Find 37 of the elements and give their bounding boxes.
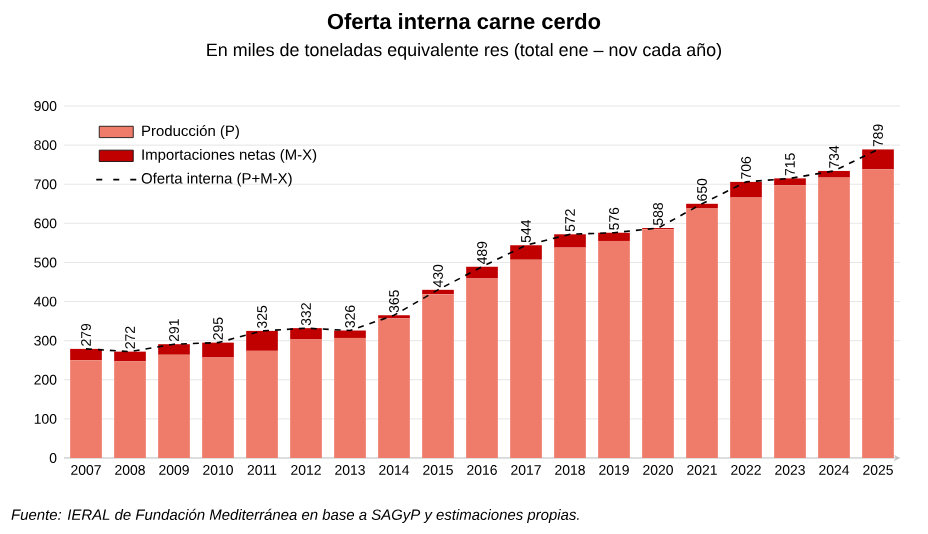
bar	[114, 361, 146, 458]
line-series	[85, 148, 879, 353]
bar	[290, 328, 322, 340]
bar	[158, 354, 190, 458]
bar	[114, 351, 146, 362]
bar	[730, 197, 762, 458]
chart-subtitle: En miles de toneladas equivalente res (total ene – nov cada año)	[207, 43, 722, 60]
bar	[510, 259, 542, 458]
bar	[862, 169, 894, 458]
bar	[202, 342, 234, 358]
bar	[378, 318, 410, 458]
bar	[70, 348, 102, 361]
bar	[334, 337, 366, 458]
bar	[202, 357, 234, 458]
bar	[554, 234, 586, 248]
bar	[466, 278, 498, 458]
bar	[774, 185, 806, 458]
bar	[246, 330, 278, 351]
bar	[422, 294, 454, 458]
bar	[290, 339, 322, 458]
bar	[554, 247, 586, 458]
chart-title: Oferta interna carne cerdo	[327, 13, 601, 30]
bar	[730, 181, 762, 198]
bar	[598, 232, 630, 241]
bar	[862, 149, 894, 170]
bar	[642, 229, 674, 458]
bar	[246, 350, 278, 458]
bar	[598, 240, 630, 458]
bar	[70, 360, 102, 458]
bar	[334, 330, 366, 338]
bar	[774, 178, 806, 186]
bar	[158, 344, 190, 355]
bar	[818, 170, 850, 178]
bar	[510, 245, 542, 260]
bar	[466, 266, 498, 279]
bar	[818, 177, 850, 458]
bar	[686, 208, 718, 458]
